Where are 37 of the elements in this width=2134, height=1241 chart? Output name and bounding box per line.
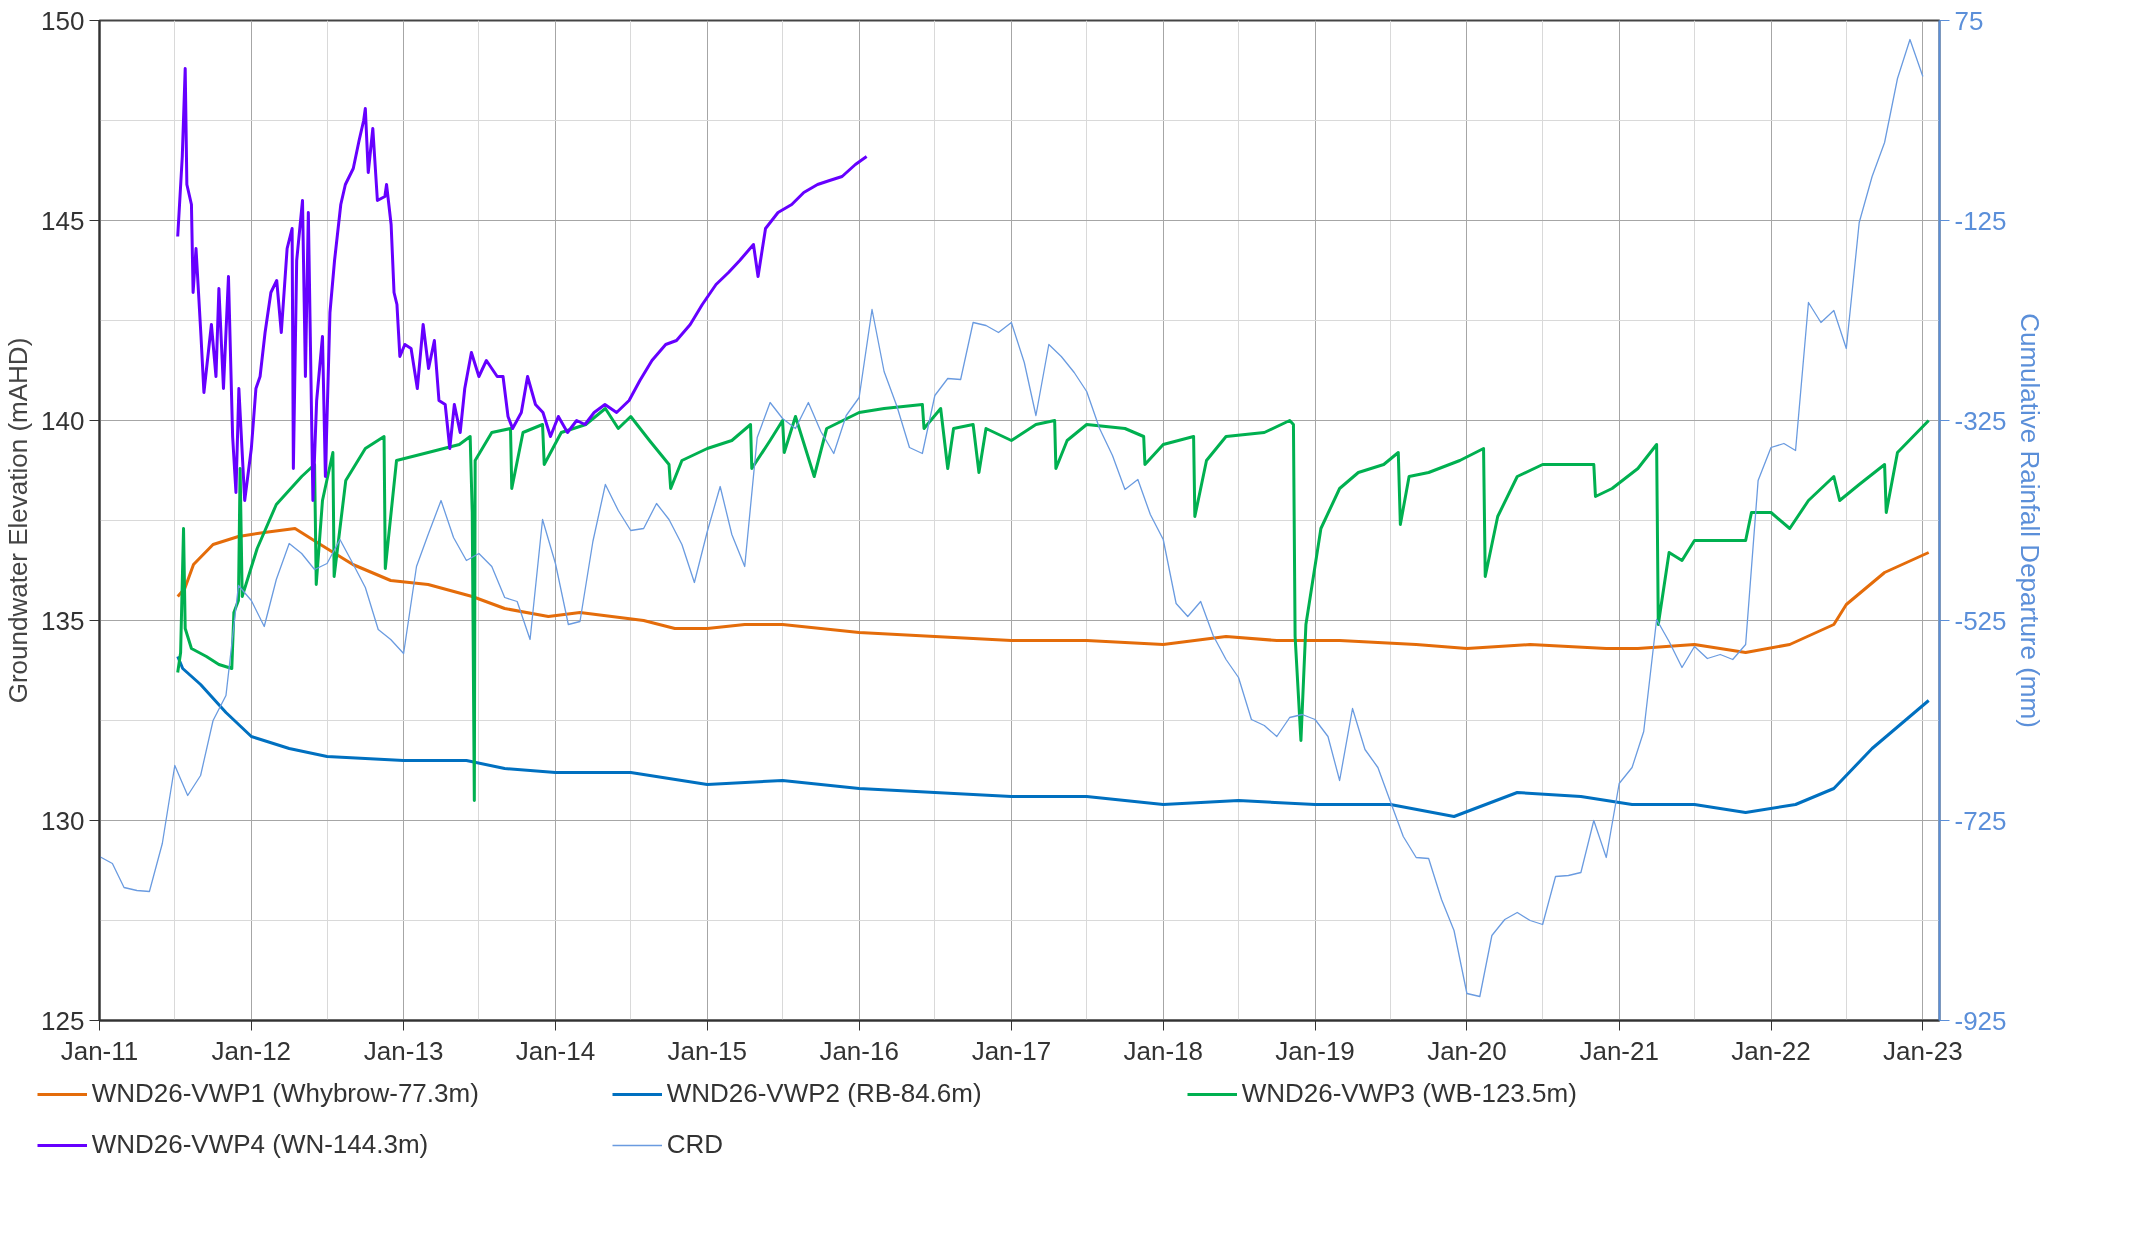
- x-tick-label: Jan-16: [819, 1035, 899, 1066]
- y2-tick-label: -325: [1954, 405, 2007, 436]
- line-series: [176, 655, 1931, 818]
- y-tick-label: 135: [41, 605, 85, 636]
- y2-tick-label: -125: [1954, 205, 2007, 236]
- x-tick-label: Jan-11: [60, 1035, 139, 1066]
- x-tick-label: Jan-12: [211, 1035, 292, 1066]
- line-series: [176, 527, 1931, 654]
- x-tick-label: Jan-21: [1579, 1035, 1659, 1066]
- y-tick-label: 130: [41, 805, 85, 836]
- x-tick-label: Jan-20: [1427, 1035, 1507, 1066]
- y-tick-label: 125: [41, 1005, 85, 1036]
- line-series: [176, 403, 1931, 802]
- y-tick-label: 145: [41, 205, 85, 236]
- x-tick-label: Jan-17: [971, 1035, 1052, 1066]
- y-tick-label: 150: [41, 5, 85, 36]
- x-tick-label: Jan-23: [1883, 1035, 1963, 1066]
- legend-label: WND26-VWP4 (WN-144.3m): [91, 1129, 430, 1160]
- y-axis-title: Groundwater Elevation (mAHD): [3, 337, 34, 704]
- x-tick-label: Jan-19: [1275, 1035, 1355, 1066]
- legend-label: WND26-VWP2 (RB-84.6m): [666, 1078, 983, 1109]
- line-series: [99, 38, 1924, 998]
- x-tick-label: Jan-14: [515, 1035, 596, 1066]
- legend-label: WND26-VWP3 (WB-123.5m): [1241, 1078, 1578, 1109]
- y2-axis-title: Cumulative Rainfall Departure (mm): [2014, 313, 2045, 728]
- y-tick-label: 140: [41, 405, 85, 436]
- x-tick-label: Jan-13: [363, 1035, 444, 1066]
- y2-tick-label: -525: [1954, 605, 2007, 636]
- y2-tick-label: -925: [1954, 1005, 2007, 1036]
- x-tick-label: Jan-15: [667, 1035, 748, 1066]
- line-series: [176, 67, 869, 502]
- x-tick-label: Jan-18: [1123, 1035, 1203, 1066]
- legend-label: CRD: [666, 1129, 724, 1160]
- x-tick-label: Jan-22: [1731, 1035, 1811, 1066]
- y2-tick-label: -725: [1954, 805, 2007, 836]
- legend-label: WND26-VWP1 (Whybrow-77.3m): [91, 1078, 480, 1109]
- y2-tick-label: 75: [1954, 5, 1984, 36]
